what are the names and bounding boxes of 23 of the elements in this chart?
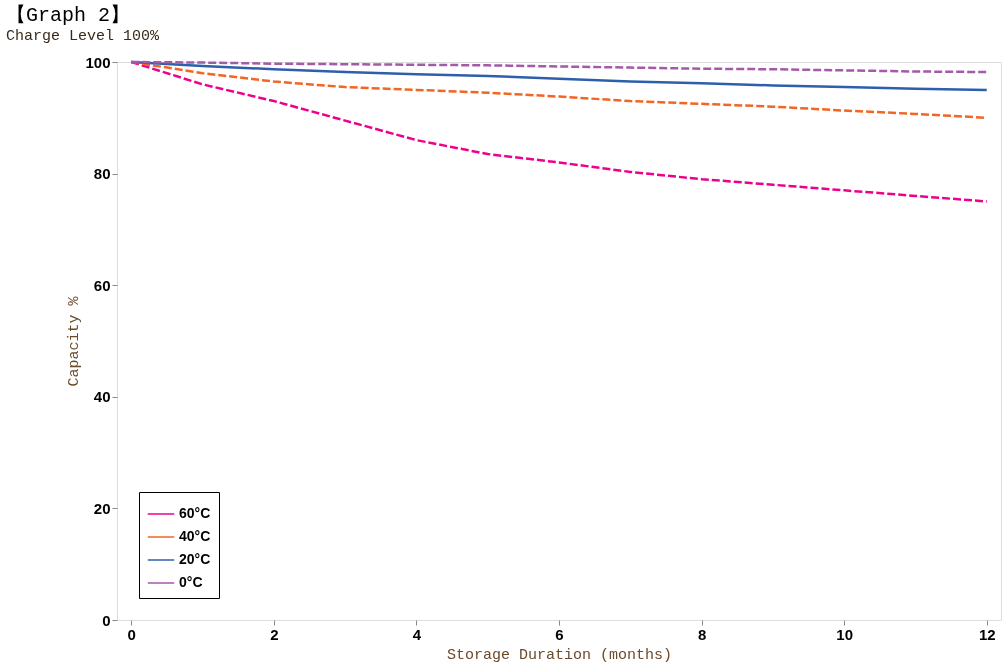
y-axis-title: Capacity % bbox=[66, 295, 84, 387]
legend-label: 60°C bbox=[179, 505, 211, 521]
x-tick-label: 8 bbox=[697, 625, 707, 643]
x-axis-title: Storage Duration (months) bbox=[446, 646, 673, 664]
legend-label: 40°C bbox=[179, 528, 211, 544]
line-series bbox=[130, 60, 988, 203]
legend-label: 20°C bbox=[179, 551, 211, 567]
chart-title: 【Graph 2】 bbox=[5, 4, 130, 27]
y-tick-label: 40 bbox=[93, 388, 111, 406]
x-tick-label: 6 bbox=[555, 625, 564, 643]
chart-subtitle: Charge Level 100% bbox=[5, 28, 160, 45]
x-tick-label: 2 bbox=[270, 625, 279, 643]
x-tick-label: 4 bbox=[412, 625, 422, 643]
x-tick-label: 0 bbox=[127, 625, 136, 643]
line-series bbox=[130, 60, 988, 74]
y-tick-label: 80 bbox=[93, 165, 111, 183]
y-tick-label: 100 bbox=[85, 53, 111, 71]
y-tick-label: 60 bbox=[93, 276, 111, 294]
y-tick-label: 0 bbox=[102, 611, 111, 629]
x-tick-label: 10 bbox=[836, 625, 854, 643]
y-tick-label: 20 bbox=[93, 499, 111, 517]
legend-label: 0°C bbox=[179, 574, 203, 590]
x-tick-label: 12 bbox=[978, 625, 996, 643]
